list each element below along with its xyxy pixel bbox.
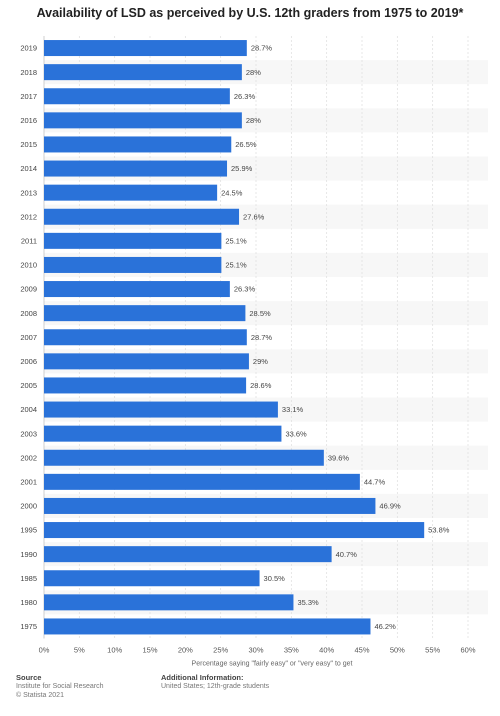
x-tick-label: 30% (248, 646, 263, 655)
data-label: 26.3% (234, 92, 256, 101)
bar (44, 256, 222, 273)
category-label: 2017 (20, 92, 37, 101)
category-label: 2014 (20, 164, 37, 173)
x-tick-label: 50% (390, 646, 405, 655)
bar (44, 425, 282, 442)
category-label: 2005 (20, 381, 37, 390)
source-line: Institute for Social Research (16, 683, 104, 690)
data-label: 35.3% (297, 598, 319, 607)
bar (44, 618, 371, 635)
data-label: 33.6% (285, 429, 307, 438)
x-axis-title: Percentage saying "fairly easy" or "very… (192, 661, 353, 668)
data-label: 33.1% (282, 405, 304, 414)
data-label: 53.8% (428, 526, 450, 535)
data-label: 46.2% (374, 622, 396, 631)
data-label: 28.6% (250, 381, 272, 390)
category-label: 2012 (20, 212, 37, 221)
additional-info-line: United States; 12th-grade students (161, 683, 270, 690)
data-label: 26.3% (234, 285, 256, 294)
source-heading: Source (16, 673, 42, 682)
x-tick-label: 25% (213, 646, 228, 655)
bar (44, 305, 246, 322)
data-label: 29% (253, 357, 268, 366)
category-label: 2008 (20, 309, 37, 318)
data-label: 40.7% (336, 550, 358, 559)
category-label: 2006 (20, 357, 37, 366)
category-label: 2002 (20, 453, 37, 462)
bar (44, 64, 242, 81)
bar (44, 208, 240, 225)
chart-title: Availability of LSD as perceived by U.S.… (36, 6, 464, 20)
bar (44, 353, 249, 370)
data-label: 26.5% (235, 140, 257, 149)
bar (44, 401, 278, 418)
category-label: 2013 (20, 188, 37, 197)
bar (44, 570, 260, 587)
category-label: 2007 (20, 333, 37, 342)
bar (44, 449, 324, 466)
bar (44, 522, 425, 539)
data-label: 30.5% (264, 574, 286, 583)
data-label: 46.9% (379, 502, 401, 511)
category-label: 2016 (20, 116, 37, 125)
x-tick-label: 0% (39, 646, 50, 655)
bar (44, 377, 247, 394)
bar (44, 473, 360, 490)
data-label: 28% (246, 68, 261, 77)
additional-info-heading: Additional Information: (161, 673, 244, 682)
data-label: 44.7% (364, 477, 386, 486)
data-label: 28% (246, 116, 261, 125)
category-label: 2001 (20, 477, 37, 486)
x-tick-label: 55% (425, 646, 440, 655)
data-label: 25.1% (225, 236, 247, 245)
bar (44, 184, 218, 201)
bar (44, 160, 228, 177)
category-label: 1975 (20, 622, 37, 631)
category-label: 2019 (20, 44, 37, 53)
data-label: 25.1% (225, 261, 247, 270)
x-tick-label: 40% (319, 646, 334, 655)
source-block: Source Institute for Social Research © S… (16, 673, 104, 700)
data-label: 28.5% (249, 309, 271, 318)
x-tick-label: 15% (142, 646, 157, 655)
category-label: 1980 (20, 598, 37, 607)
bar (44, 136, 232, 153)
category-label: 2018 (20, 68, 37, 77)
category-label: 2000 (20, 502, 37, 511)
data-label: 25.9% (231, 164, 253, 173)
additional-info-block: Additional Information: United States; 1… (161, 673, 269, 691)
category-label: 2003 (20, 429, 37, 438)
bar (44, 281, 230, 298)
bar (44, 112, 242, 129)
bar (44, 594, 294, 611)
category-label: 2010 (20, 261, 37, 270)
category-label: 1985 (20, 574, 37, 583)
bar (44, 232, 222, 249)
bar (44, 329, 247, 346)
data-label: 24.5% (221, 188, 243, 197)
data-label: 28.7% (251, 44, 273, 53)
category-label: 2015 (20, 140, 37, 149)
bar (44, 88, 230, 105)
bar (44, 546, 332, 563)
x-tick-label: 20% (178, 646, 193, 655)
bar (44, 497, 376, 514)
category-label: 2009 (20, 285, 37, 294)
copyright-line: © Statista 2021 (16, 692, 64, 699)
category-label: 1995 (20, 526, 37, 535)
data-label: 28.7% (251, 333, 273, 342)
category-label: 2011 (21, 236, 37, 245)
data-label: 39.6% (328, 453, 350, 462)
x-tick-label: 10% (107, 646, 122, 655)
category-label: 1990 (20, 550, 37, 559)
category-label: 2004 (20, 405, 37, 414)
x-tick-label: 45% (354, 646, 369, 655)
x-tick-label: 60% (460, 646, 475, 655)
data-label: 27.6% (243, 212, 265, 221)
x-tick-label: 35% (284, 646, 299, 655)
bar (44, 40, 247, 57)
x-tick-label: 5% (74, 646, 85, 655)
